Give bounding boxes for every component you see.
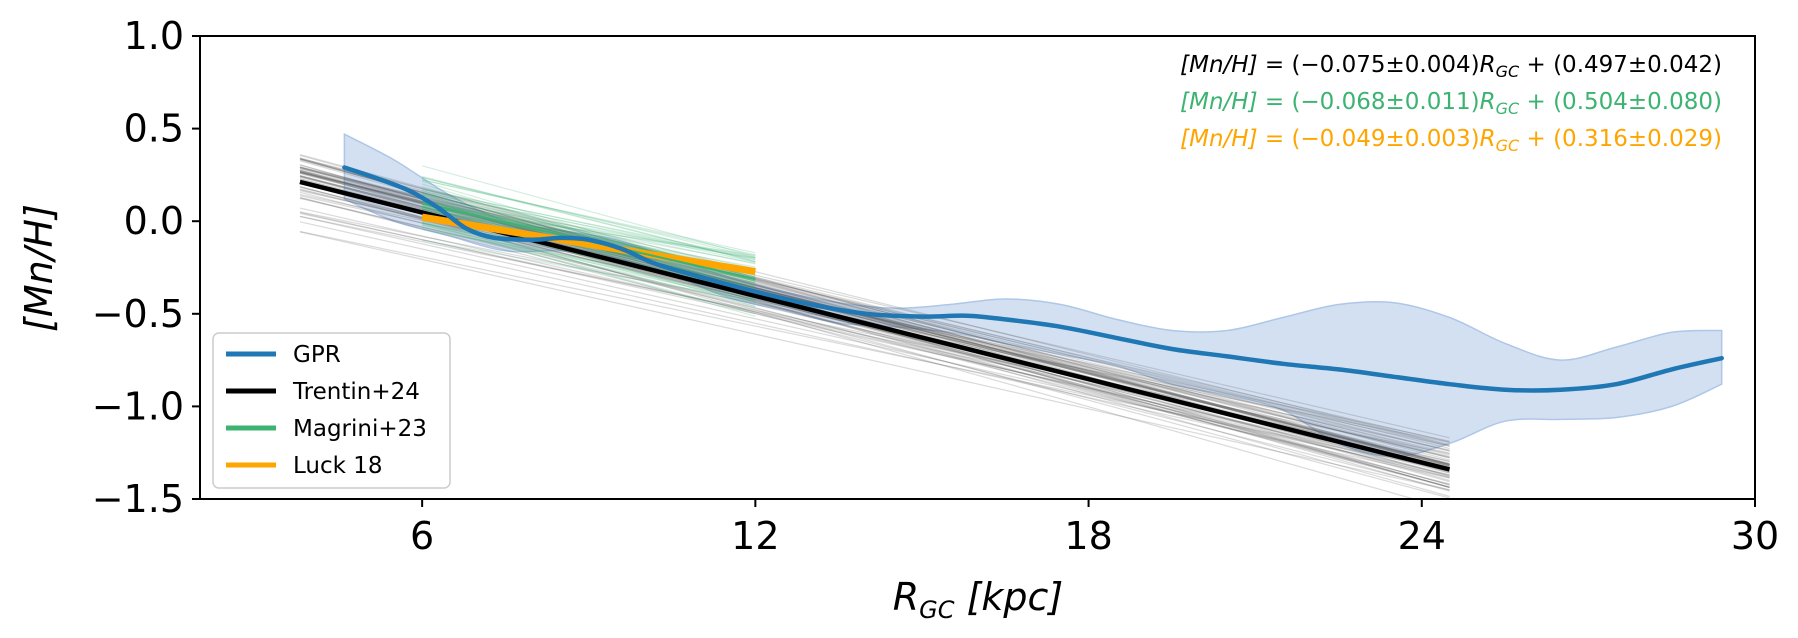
x-tick-label: 12 <box>731 514 779 558</box>
fit-equation-1: [Mn/H] = (−0.075±0.004)RGC + (0.497±0.04… <box>1180 52 1722 81</box>
magrini23-realisation-line <box>421 200 756 264</box>
magrini23-realisation-line <box>421 224 756 301</box>
magrini23-realisation-line <box>421 176 756 263</box>
trentin24-realisation-line <box>299 176 1450 465</box>
x-tick-label: 6 <box>410 514 434 558</box>
y-tick-label: 0.5 <box>124 107 184 151</box>
magrini23-realisation-line <box>421 165 756 258</box>
legend-box <box>212 332 451 489</box>
trentin24-realisation-line <box>299 171 1450 464</box>
trentin24-realisation-line <box>299 190 1450 447</box>
trentin24-realisation-line <box>299 170 1450 467</box>
trentin24-realisation-line <box>299 207 1450 472</box>
magrini23-realisation-line <box>421 239 756 302</box>
trentin24-realisation-line <box>299 171 1450 443</box>
trentin24-realisation-line <box>299 211 1450 469</box>
x-axis-title-sub: GC <box>919 596 955 624</box>
magrini23-realisation-line <box>421 221 756 308</box>
trentin24-realisation-line <box>299 167 1450 452</box>
trentin24-realisation-line <box>299 160 1450 483</box>
trentin24-realisation-line <box>299 172 1450 465</box>
trentin24-realisation-line <box>299 158 1450 461</box>
trentin24-realisation-line <box>299 166 1450 450</box>
legend-label: Trentin+24 <box>292 379 420 405</box>
trentin24-realisation-line <box>299 175 1450 459</box>
trentin24-realisation-line <box>299 175 1450 466</box>
trentin24-realisation-line <box>299 169 1450 488</box>
x-tick-label: 18 <box>1064 514 1112 558</box>
magrini23-realisation-line <box>422 206 756 256</box>
x-axis-title-unit: [kpc] <box>955 575 1064 619</box>
legend-label: GPR <box>293 342 341 368</box>
trentin24-realisation-line <box>299 230 1450 471</box>
luck18-fit-line <box>421 213 756 276</box>
trentin24-realisation-line <box>299 215 1450 476</box>
y-tick-label: 1.0 <box>124 14 184 58</box>
y-tick-label: −0.5 <box>92 292 184 336</box>
magrini23-realisation-line <box>421 176 756 258</box>
legend: GPR Trentin+24 Magrini+23 Luck 18 <box>212 332 451 489</box>
trentin24-realisation-line <box>299 197 1450 478</box>
gpr-mean-line <box>342 165 1724 393</box>
trentin24-realisation-line <box>299 221 1450 479</box>
fit-equation-2: [Mn/H] = (−0.068±0.011)RGC + (0.504±0.08… <box>1180 89 1722 118</box>
trentin24-realisation-line <box>299 166 1450 456</box>
magrini23-realisation-line <box>421 222 756 317</box>
trentin24-realisation-line <box>299 166 1450 446</box>
y-tick-label: −1.5 <box>92 477 184 521</box>
trentin24-realisation-line <box>299 172 1450 466</box>
trentin24-realisation-line <box>299 191 1450 485</box>
magrini23-realisation-line <box>421 224 756 315</box>
trentin24-realisation-line <box>299 169 1450 447</box>
magrini23-realisation-line <box>421 226 756 303</box>
x-tick-label: 24 <box>1398 514 1446 558</box>
x-axis-title-main: R <box>893 575 919 619</box>
trentin24-realisation-line <box>299 231 1450 491</box>
y-tick-label: 0.0 <box>124 199 184 243</box>
trentin24-realisation-line <box>299 168 1450 439</box>
y-axis-title: [Mn/H] <box>17 204 61 332</box>
magrini23-realisation-line <box>421 179 756 256</box>
trentin24-realisation-line <box>299 157 1450 482</box>
plot-frame <box>199 35 1756 500</box>
legend-label: Luck 18 <box>293 453 383 479</box>
magrini23-realisation-line <box>422 202 756 259</box>
trentin24-realisation-line <box>299 197 1450 491</box>
y-tick-label: −1.0 <box>92 384 184 428</box>
magrini23-realisation-line <box>421 200 756 272</box>
magrini23-realisation-line <box>421 179 756 254</box>
trentin24-realisation-line <box>299 171 1450 465</box>
magrini23-realisation-line <box>421 206 756 295</box>
magrini23-realisation-line <box>421 188 756 261</box>
magrini23-realisation-line <box>421 189 756 259</box>
magrini23-realisation-line <box>421 194 756 270</box>
x-axis-title: RGC [kpc] <box>893 575 1064 624</box>
magrini23-realisation-line <box>421 194 756 265</box>
magrini23-realisation-line <box>421 175 756 262</box>
magrini23-realisation-line <box>421 190 756 263</box>
trentin24-realisation-line <box>299 157 1450 446</box>
magrini23-realisation-line <box>421 198 756 259</box>
trentin24-realisation-line <box>299 158 1450 489</box>
magrini23-realisation-line <box>421 192 756 260</box>
trentin24-realisation-line <box>299 215 1450 455</box>
legend-label: Magrini+23 <box>293 416 427 442</box>
trentin24-realisation-line <box>299 154 1450 466</box>
x-tick-label: 30 <box>1731 514 1779 558</box>
fit-equation-3: [Mn/H] = (−0.049±0.003)RGC + (0.316±0.02… <box>1180 126 1722 155</box>
